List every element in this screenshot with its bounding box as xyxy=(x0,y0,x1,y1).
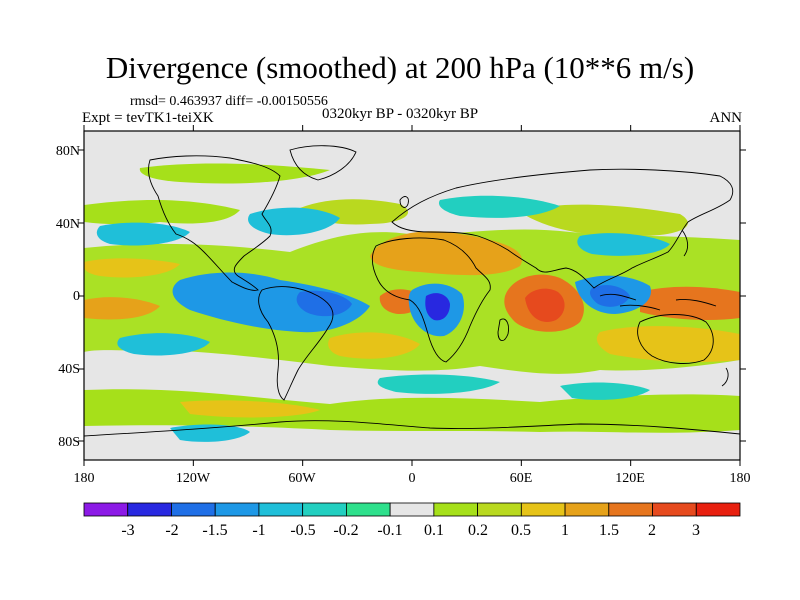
lat-label-40n: 40N xyxy=(56,217,80,232)
new-zealand-coast xyxy=(721,367,729,387)
sahara-arabia-divergence xyxy=(370,231,522,276)
plot-title: Divergence (smoothed) at 200 hPa (10**6 … xyxy=(105,50,695,85)
colorbar-label: 1 xyxy=(561,522,569,539)
south-america-coast xyxy=(258,286,334,401)
experiment-label: Expt = tevTK1-teiXK xyxy=(82,110,214,126)
indian-ocean-core xyxy=(525,288,565,322)
lon-label-180e: 180 xyxy=(730,471,751,486)
colorbar-box xyxy=(652,502,697,517)
antarctica-coast xyxy=(84,420,740,437)
lat-label-40s: 40S xyxy=(58,362,80,377)
season-label: ANN xyxy=(709,110,743,126)
southern-ocean-convergence xyxy=(377,374,500,394)
lon-label-120e: 120E xyxy=(615,471,645,486)
colorbar-box xyxy=(433,502,478,517)
north-pacific-convergence xyxy=(96,222,190,246)
greenland-coast xyxy=(289,145,357,181)
lon-label-0: 0 xyxy=(409,471,416,486)
colorbar-label: 3 xyxy=(692,522,700,539)
lon-label-60w: 60W xyxy=(288,471,316,486)
south-atlantic-divergence xyxy=(328,332,420,359)
colorbar-box xyxy=(258,502,304,517)
uk-coast xyxy=(399,196,409,208)
north-pacific-divergence xyxy=(84,258,180,278)
lon-label-180w: 180 xyxy=(74,471,95,486)
stats-line: rmsd= 0.463937 diff= -0.00150556 xyxy=(130,94,328,109)
colorbar-label: -2 xyxy=(165,522,178,539)
colorbar-label: 2 xyxy=(648,522,656,539)
colorbar-label: -1.5 xyxy=(202,522,227,539)
period-label: 0320kyr BP - 0320kyr BP xyxy=(321,106,479,122)
colorbar-label: -1 xyxy=(252,522,265,539)
lat-label-80n: 80N xyxy=(56,144,80,159)
colorbar-box xyxy=(564,502,610,517)
eurasia-coast xyxy=(391,168,734,289)
coastlines xyxy=(84,145,740,437)
longitude-labels: 180 120W 60W 0 60E 120E 180 xyxy=(74,471,751,486)
eurasia-convergence xyxy=(438,195,560,218)
east-pacific-divergence xyxy=(84,297,160,320)
colorbar-labels: -3 -2 -1.5 -1 -0.5 -0.2 -0.1 0.1 0.2 0.5… xyxy=(121,522,700,539)
colorbar-box xyxy=(83,502,129,517)
colorbar-box xyxy=(520,502,566,517)
asia-positive xyxy=(520,204,688,237)
colorbar-box xyxy=(695,502,741,517)
australia-coast xyxy=(637,314,714,364)
africa-convergence-core xyxy=(425,293,450,321)
west-pacific-divergence xyxy=(640,286,740,320)
asia-convergence xyxy=(577,233,670,256)
colorbar-box xyxy=(171,502,216,517)
colorbar-label: -0.1 xyxy=(377,522,402,539)
lon-label-60e: 60E xyxy=(510,471,533,486)
colorbar-label: 0.5 xyxy=(511,522,531,539)
latitude-labels: 80N 40N 0 40S 80S xyxy=(56,144,80,450)
japan-coast xyxy=(681,229,689,257)
colorbar-label: 0.1 xyxy=(424,522,444,539)
madagascar-coast xyxy=(497,318,509,341)
colorbar-label: 1.5 xyxy=(599,522,619,539)
arctic-positive xyxy=(139,163,330,184)
south-pacific-convergence xyxy=(117,333,210,356)
tick-marks xyxy=(78,125,746,466)
indonesia-coast xyxy=(599,293,717,311)
colorbar-box xyxy=(389,502,435,517)
north-america-coast xyxy=(147,155,281,291)
southern-divergence-band xyxy=(180,400,320,418)
colorbar-label: 0.2 xyxy=(468,522,488,539)
lon-label-120w: 120W xyxy=(176,471,211,486)
lat-label-80s: 80S xyxy=(58,435,80,450)
colorbar-label: -0.5 xyxy=(290,522,315,539)
atlantic-convergence xyxy=(172,272,370,333)
south-pacific-divergence xyxy=(596,326,740,362)
colorbar-box xyxy=(127,502,172,517)
colorbar-box xyxy=(302,502,347,517)
colorbar-label: -3 xyxy=(121,522,134,539)
colorbar-box xyxy=(345,502,391,517)
colorbar-label: -0.2 xyxy=(333,522,358,539)
atlantic-convergence-core xyxy=(296,290,352,317)
colorbar-box xyxy=(477,502,522,517)
colorbar-boxes xyxy=(83,502,741,517)
maritime-convergence-core xyxy=(590,285,630,307)
africa-coast xyxy=(371,237,491,363)
lat-label-eq: 0 xyxy=(73,289,80,304)
map-field xyxy=(84,131,740,460)
southern-positive-belt xyxy=(84,389,740,433)
colorbar-box xyxy=(608,502,653,517)
south-indian-convergence xyxy=(560,382,650,400)
colorbar-box xyxy=(214,502,260,517)
northern-positive-band xyxy=(84,199,240,225)
